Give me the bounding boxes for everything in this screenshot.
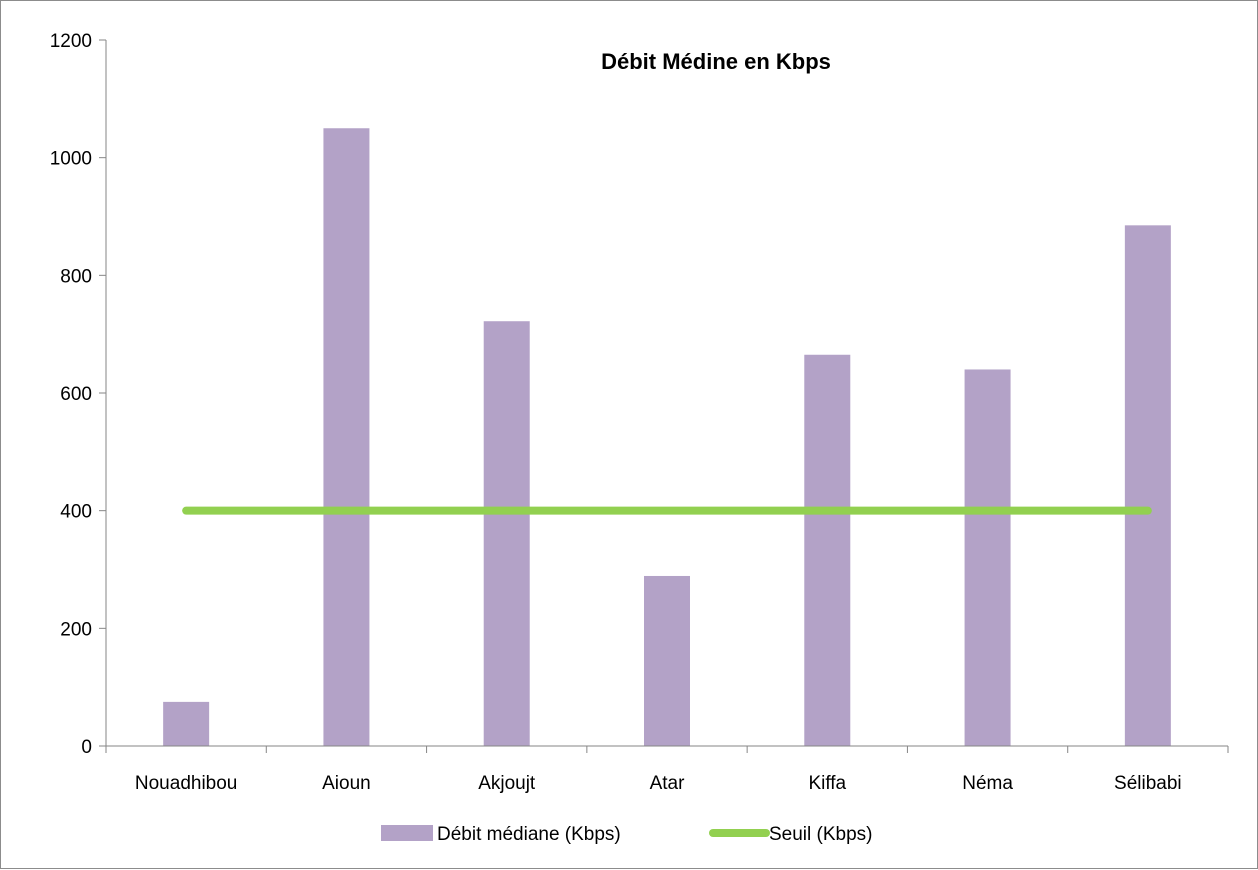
chart-title: Débit Médine en Kbps [601, 49, 831, 74]
legend: Débit médiane (Kbps) Seuil (Kbps) [381, 824, 873, 845]
x-tick-label-4: Kiffa [808, 773, 846, 794]
x-tick-label-1: Aioun [322, 773, 371, 794]
legend-swatch-bar [381, 825, 433, 841]
bar-3 [644, 575, 690, 746]
y-tick-label-1: 200 [60, 619, 92, 640]
bar-6 [1124, 225, 1171, 746]
x-tick-label-5: Néma [962, 773, 1013, 794]
plot-area: 0 200 400 600 800 1000 1200 Nouadhibou Aioun Akjo… [50, 31, 1229, 794]
x-tick-label-2: Akjoujt [478, 773, 536, 794]
y-tick-label-5: 1000 [50, 149, 92, 170]
legend-label-line: Seuil (Kbps) [769, 824, 873, 845]
bar-5 [964, 369, 1011, 746]
y-tick-label-4: 800 [60, 266, 92, 287]
bar-0 [163, 701, 210, 746]
y-tick-label-6: 1200 [50, 31, 92, 52]
x-tick-label-0: Nouadhibou [135, 773, 237, 794]
legend-label-bar: Débit médiane (Kbps) [437, 824, 621, 845]
y-tick-label-0: 0 [81, 737, 92, 758]
x-tick-label-3: Atar [650, 773, 686, 794]
x-tick-label-6: Sélibabi [1114, 773, 1182, 794]
y-tick-label-3: 600 [60, 384, 92, 405]
bar-2 [483, 321, 530, 746]
bar-1 [323, 128, 370, 746]
y-tick-label-2: 400 [60, 502, 92, 523]
bar-4 [804, 354, 851, 746]
